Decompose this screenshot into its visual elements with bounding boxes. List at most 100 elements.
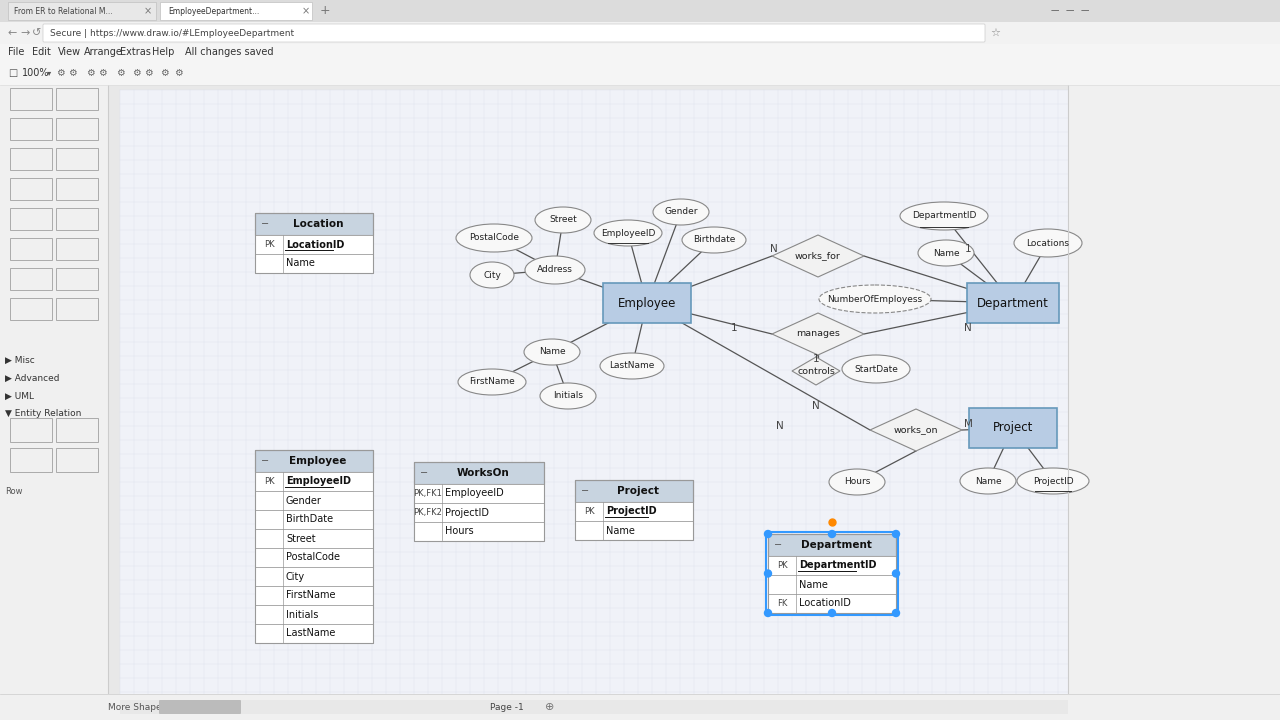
Text: PK,FK1: PK,FK1 <box>413 489 443 498</box>
Text: EmployeeID: EmployeeID <box>600 228 655 238</box>
Text: 1: 1 <box>731 323 737 333</box>
Polygon shape <box>870 409 963 451</box>
FancyBboxPatch shape <box>44 24 986 42</box>
Text: Street: Street <box>549 215 577 225</box>
Text: LastName: LastName <box>609 361 654 371</box>
Circle shape <box>764 570 772 577</box>
Text: N: N <box>812 401 820 411</box>
Text: ⚙: ⚙ <box>160 68 169 78</box>
Text: PostalCode: PostalCode <box>468 233 518 243</box>
Text: Project: Project <box>617 486 659 496</box>
FancyBboxPatch shape <box>413 462 544 484</box>
FancyBboxPatch shape <box>603 283 691 323</box>
FancyBboxPatch shape <box>0 0 1280 22</box>
Text: ⚙: ⚙ <box>132 68 141 78</box>
Text: ▶ UML: ▶ UML <box>5 392 35 400</box>
Text: Employee: Employee <box>289 456 347 466</box>
Text: ProjectID: ProjectID <box>445 508 489 518</box>
Ellipse shape <box>600 353 664 379</box>
FancyBboxPatch shape <box>159 700 241 714</box>
Text: Department: Department <box>977 297 1048 310</box>
FancyBboxPatch shape <box>255 567 372 586</box>
Ellipse shape <box>653 199 709 225</box>
Text: 100%: 100% <box>22 68 50 78</box>
Text: Name: Name <box>539 348 566 356</box>
FancyBboxPatch shape <box>413 522 544 541</box>
FancyBboxPatch shape <box>768 594 896 613</box>
FancyBboxPatch shape <box>160 2 312 20</box>
Ellipse shape <box>900 202 988 230</box>
Text: Location: Location <box>293 219 343 229</box>
Text: All changes saved: All changes saved <box>186 47 274 57</box>
Text: FirstName: FirstName <box>470 377 515 387</box>
Text: EmployeeID: EmployeeID <box>285 477 351 487</box>
Text: Department: Department <box>800 540 872 550</box>
Circle shape <box>828 531 836 538</box>
Ellipse shape <box>819 285 931 313</box>
Polygon shape <box>772 313 864 355</box>
Text: City: City <box>483 271 500 279</box>
Text: works_for: works_for <box>795 251 841 261</box>
Text: Initials: Initials <box>285 610 319 619</box>
Text: Page -1: Page -1 <box>490 703 524 711</box>
Text: PK: PK <box>584 507 594 516</box>
FancyBboxPatch shape <box>255 235 372 254</box>
Text: BirthDate: BirthDate <box>285 515 333 524</box>
Text: —: — <box>1080 6 1089 16</box>
Text: Birthdate: Birthdate <box>692 235 735 245</box>
Circle shape <box>892 531 900 538</box>
Text: Name: Name <box>605 526 635 536</box>
FancyBboxPatch shape <box>255 510 372 529</box>
Ellipse shape <box>525 256 585 284</box>
Text: Edit: Edit <box>32 47 51 57</box>
Circle shape <box>892 570 900 577</box>
Text: ⚙: ⚙ <box>97 68 106 78</box>
FancyBboxPatch shape <box>255 529 372 548</box>
Text: LocationID: LocationID <box>285 240 344 250</box>
Ellipse shape <box>829 469 884 495</box>
Text: −: − <box>261 219 269 229</box>
Text: PK: PK <box>264 240 274 249</box>
FancyBboxPatch shape <box>255 605 372 624</box>
Ellipse shape <box>1014 229 1082 257</box>
Text: ⚙: ⚙ <box>86 68 95 78</box>
FancyBboxPatch shape <box>1068 85 1280 720</box>
Text: DepartmentID: DepartmentID <box>799 560 877 570</box>
Text: From ER to Relational M...: From ER to Relational M... <box>14 6 113 16</box>
Ellipse shape <box>918 240 974 266</box>
Text: manages: manages <box>796 330 840 338</box>
Text: Arrange: Arrange <box>84 47 123 57</box>
Text: —: — <box>1066 6 1074 16</box>
Text: PK,FK2: PK,FK2 <box>413 508 443 517</box>
FancyBboxPatch shape <box>8 2 156 20</box>
Text: ▶ Advanced: ▶ Advanced <box>5 374 59 382</box>
FancyBboxPatch shape <box>255 450 372 472</box>
Text: View: View <box>58 47 81 57</box>
Text: ←: ← <box>8 28 18 38</box>
Text: N: N <box>776 421 783 431</box>
Text: −: − <box>420 468 428 478</box>
FancyBboxPatch shape <box>413 503 544 522</box>
Text: Locations: Locations <box>1027 238 1070 248</box>
Ellipse shape <box>842 355 910 383</box>
Text: Address: Address <box>538 266 573 274</box>
FancyBboxPatch shape <box>966 283 1059 323</box>
Text: controls: controls <box>797 366 835 376</box>
Text: StartDate: StartDate <box>854 364 899 374</box>
Text: Project: Project <box>993 421 1033 434</box>
Text: 1: 1 <box>965 244 972 254</box>
Text: FirstName: FirstName <box>285 590 335 600</box>
Circle shape <box>764 531 772 538</box>
Text: NumberOfEmployess: NumberOfEmployess <box>827 294 923 304</box>
FancyBboxPatch shape <box>768 556 896 575</box>
Circle shape <box>892 610 900 616</box>
Text: N: N <box>964 323 972 333</box>
Ellipse shape <box>682 227 746 253</box>
Ellipse shape <box>540 383 596 409</box>
FancyBboxPatch shape <box>0 61 1280 85</box>
Ellipse shape <box>960 468 1016 494</box>
Text: PK: PK <box>264 477 274 486</box>
Ellipse shape <box>524 339 580 365</box>
Circle shape <box>764 610 772 616</box>
Text: Street: Street <box>285 534 316 544</box>
